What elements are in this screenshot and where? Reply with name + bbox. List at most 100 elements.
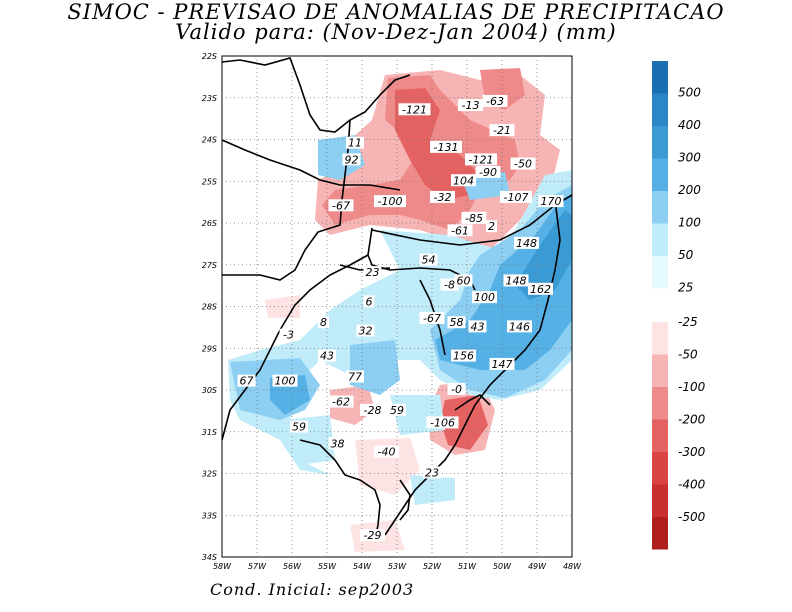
map-title: SIMOC - PREVISAO DE ANOMALIAS DE PRECIPI… — [67, 0, 725, 24]
anomaly-label-bg — [475, 165, 501, 178]
lon-tick-label: 53W — [388, 562, 407, 571]
lon-tick-label: 56W — [283, 562, 302, 571]
legend-swatch-negative — [652, 419, 668, 452]
anomaly-label-bg — [489, 357, 515, 370]
anomaly-label: 8 — [320, 316, 327, 329]
anomaly-label: 59 — [390, 404, 404, 417]
anomaly-label-bg — [430, 190, 455, 203]
anomaly-label: -90 — [479, 166, 497, 179]
anomaly-label: 148 — [516, 237, 537, 250]
anomaly-label-bg — [346, 136, 364, 149]
anomaly-label-bg — [426, 416, 459, 429]
legend-swatch-negative — [652, 452, 668, 485]
anomaly-label: 170 — [541, 195, 562, 208]
anomaly-label: 162 — [530, 283, 551, 296]
anomaly-label: 11 — [348, 137, 362, 150]
anomaly-label: -8 — [444, 279, 455, 292]
anomaly-label: 32 — [359, 325, 373, 338]
anomaly-label: -3 — [283, 329, 294, 342]
lat-tick-label: 30S — [202, 386, 217, 395]
anomaly-label: -100 — [378, 195, 403, 208]
anomaly-label-bg — [451, 174, 476, 187]
anomaly-label-bg — [328, 395, 354, 408]
anomaly-label-bg — [398, 103, 431, 116]
legend-swatch-negative — [652, 484, 668, 517]
anomaly-label: -121 — [402, 103, 427, 116]
anomaly-label-bg — [346, 370, 364, 383]
anomaly-label: -0 — [451, 383, 462, 396]
anomaly-label-bg — [503, 274, 529, 287]
anomaly-label: -28 — [364, 404, 382, 417]
map-subtitle: Valido para: (Nov-Dez-Jan 2004) (mm) — [175, 20, 617, 44]
anomaly-label: -32 — [434, 191, 452, 204]
anomaly-label-bg — [447, 224, 473, 237]
lon-tick-label: 48W — [563, 562, 582, 571]
lat-tick-label: 31S — [202, 428, 217, 437]
anomaly-label-bg — [465, 153, 497, 166]
border-line — [222, 119, 351, 281]
anomaly-label: 58 — [450, 316, 464, 329]
anomaly-label: -63 — [486, 95, 504, 108]
legend-swatch-positive — [652, 126, 668, 159]
anomaly-region-positive — [515, 210, 572, 300]
anomaly-label-bg — [472, 291, 497, 304]
anomaly-label-bg — [374, 445, 399, 458]
anomaly-label-bg — [500, 190, 532, 203]
legend-swatch-positive — [652, 93, 668, 126]
anomaly-label: -50 — [514, 158, 532, 171]
anomaly-label: -106 — [430, 416, 455, 429]
legend-swatch-positive — [652, 256, 668, 289]
anomaly-label-bg — [374, 195, 406, 208]
anomaly-label: 77 — [348, 370, 362, 383]
anomaly-label-bg — [419, 253, 438, 266]
lat-tick-label: 23S — [202, 94, 217, 103]
lon-tick-label: 57W — [248, 562, 267, 571]
legend-label: 400 — [678, 118, 701, 132]
anomaly-label: 60 — [457, 274, 471, 287]
anomaly-label-bg — [423, 466, 441, 479]
anomaly-label: 92 — [345, 153, 359, 166]
anomaly-label-bg — [528, 282, 553, 295]
anomaly-label-bg — [279, 328, 298, 341]
anomaly-label-bg — [328, 199, 354, 212]
anomaly-label: 147 — [492, 358, 513, 371]
anomaly-label: 59 — [292, 421, 306, 434]
lat-tick-label: 27S — [202, 261, 217, 270]
lat-tick-label: 25S — [202, 177, 217, 186]
legend-label: 200 — [678, 183, 701, 197]
legend-label: -400 — [678, 478, 706, 492]
legend-label: 25 — [678, 281, 693, 295]
legend-label: -200 — [678, 413, 706, 427]
lat-tick-label: 29S — [202, 344, 217, 353]
border-line — [399, 479, 411, 521]
anomaly-label: 23 — [366, 266, 380, 279]
anomaly-label-bg — [272, 374, 298, 387]
lon-tick-label: 50W — [493, 562, 512, 571]
lon-tick-label: 51W — [458, 562, 477, 571]
anomaly-region-positive — [228, 170, 572, 475]
anomaly-label: -67 — [332, 199, 350, 212]
legend-label: 50 — [678, 248, 694, 262]
legend-label: 500 — [678, 86, 701, 100]
anomaly-label-bg — [419, 312, 445, 325]
anomaly-label-bg — [363, 295, 375, 308]
anomaly-label: -40 — [378, 446, 396, 459]
anomaly-label-bg — [447, 383, 466, 395]
anomaly-label-bg — [290, 420, 308, 433]
anomaly-label: -13 — [462, 99, 480, 112]
legend-label: -300 — [678, 445, 706, 459]
anomaly-region-negative — [355, 438, 420, 495]
anomaly-label-bg — [342, 153, 361, 166]
anomaly-label-bg — [356, 324, 375, 337]
lat-tick-label: 24S — [202, 136, 217, 145]
anomaly-label: -85 — [465, 212, 483, 225]
anomaly-label-bg — [388, 403, 406, 416]
anomaly-label-bg — [538, 195, 564, 208]
anomaly-label: 104 — [453, 174, 474, 187]
legend-label: -50 — [678, 348, 698, 362]
anomaly-label: -121 — [469, 153, 494, 166]
lon-tick-label: 55W — [318, 562, 337, 571]
anomaly-label: -67 — [423, 312, 441, 325]
anomaly-label: 43 — [320, 350, 334, 363]
